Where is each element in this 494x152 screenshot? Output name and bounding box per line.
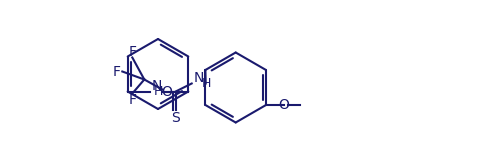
- Text: F: F: [128, 45, 136, 59]
- Text: N: N: [194, 71, 204, 85]
- Text: H: H: [154, 85, 163, 98]
- Text: H: H: [202, 77, 211, 90]
- Text: O: O: [161, 85, 172, 98]
- Text: O: O: [279, 98, 289, 112]
- Text: F: F: [128, 93, 136, 107]
- Text: N: N: [152, 79, 162, 93]
- Text: F: F: [112, 64, 121, 78]
- Text: S: S: [171, 111, 180, 124]
